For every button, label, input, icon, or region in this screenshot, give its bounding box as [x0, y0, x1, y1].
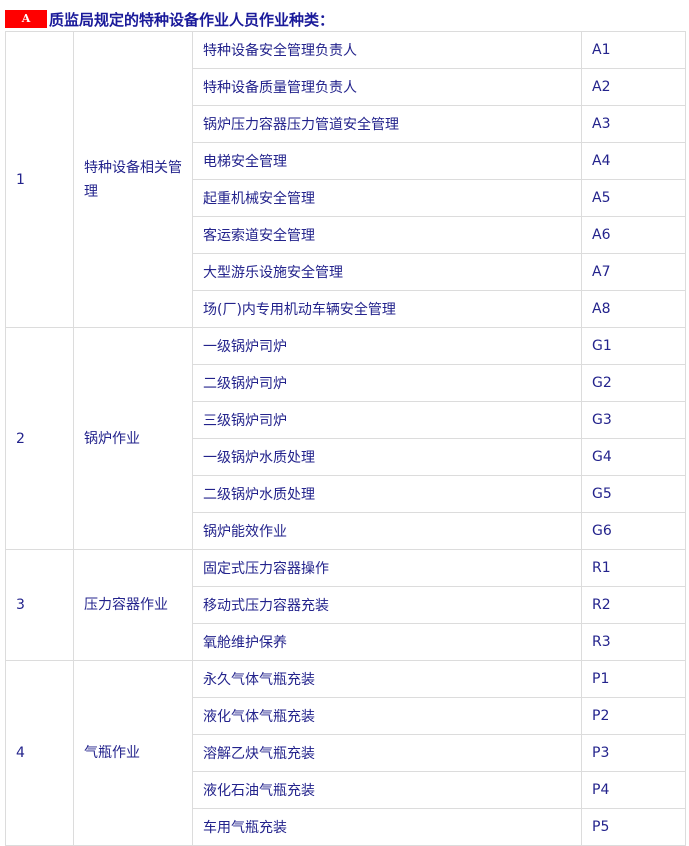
operation-code: P1 [581, 660, 686, 698]
table-row: 液化石油气瓶充装 P4 [6, 771, 686, 809]
section-badge: A [5, 10, 47, 28]
operation-code: G2 [581, 364, 686, 402]
operation-code: A7 [581, 253, 686, 291]
table-row: 氧舱维护保养 R3 [6, 623, 686, 661]
table-row: 液化气体气瓶充装 P2 [6, 697, 686, 735]
table-row: 2 锅炉作业 一级锅炉司炉 G1 [5, 327, 686, 550]
group-name: 压力容器作业 [73, 549, 193, 661]
table-row: 特种设备质量管理负责人 A2 [6, 68, 686, 106]
operation-code: G3 [581, 401, 686, 439]
operation-name: 溶解乙炔气瓶充装 [192, 734, 582, 772]
group-number: 3 [5, 549, 74, 661]
table-row: 1 特种设备相关管理 特种设备安全管理负责人 A1 [5, 31, 686, 328]
group-name: 气瓶作业 [73, 660, 193, 846]
operation-code: G5 [581, 475, 686, 513]
table-row: 锅炉能效作业 G6 [6, 512, 686, 550]
table-row: 溶解乙炔气瓶充装 P3 [6, 734, 686, 772]
operation-name: 液化气体气瓶充装 [192, 697, 582, 735]
section-heading: A 质监局规定的特种设备作业人员作业种类： [5, 8, 334, 30]
operation-code: G4 [581, 438, 686, 476]
operation-name: 二级锅炉司炉 [192, 364, 582, 402]
table-row: 二级锅炉水质处理 G5 [6, 475, 686, 513]
operation-name: 起重机械安全管理 [192, 179, 582, 217]
operation-name: 大型游乐设施安全管理 [192, 253, 582, 291]
operation-code: P3 [581, 734, 686, 772]
operation-name: 三级锅炉司炉 [192, 401, 582, 439]
operation-name: 锅炉压力容器压力管道安全管理 [192, 105, 582, 143]
operation-code: A3 [581, 105, 686, 143]
operation-code: G1 [581, 327, 686, 365]
operation-code: A6 [581, 216, 686, 254]
table-row: 三级锅炉司炉 G3 [6, 401, 686, 439]
operation-code: P4 [581, 771, 686, 809]
operation-code: R1 [581, 549, 686, 587]
operation-name: 一级锅炉司炉 [192, 327, 582, 365]
group-number: 1 [5, 31, 74, 328]
operation-code: A1 [581, 31, 686, 69]
table-row: 4 气瓶作业 永久气体气瓶充装 P1 [5, 660, 686, 846]
operation-types-table: 1 特种设备相关管理 特种设备安全管理负责人 A1 特种设备质量管理负责人 A2 锅炉压力容… [5, 31, 686, 846]
operation-code: A8 [581, 290, 686, 328]
table-row: 大型游乐设施安全管理 A7 [6, 253, 686, 291]
table-row: 锅炉压力容器压力管道安全管理 A3 [6, 105, 686, 143]
table-row: 3 压力容器作业 固定式压力容器操作 R1 [5, 549, 686, 661]
group-name: 锅炉作业 [73, 327, 193, 550]
operation-code: A4 [581, 142, 686, 180]
operation-code: G6 [581, 512, 686, 550]
operation-name: 特种设备安全管理负责人 [192, 31, 582, 69]
group-number: 2 [5, 327, 74, 550]
operation-name: 氧舱维护保养 [192, 623, 582, 661]
group-number: 4 [5, 660, 74, 846]
operation-name: 客运索道安全管理 [192, 216, 582, 254]
operation-code: R3 [581, 623, 686, 661]
operation-code: P2 [581, 697, 686, 735]
operation-name: 移动式压力容器充装 [192, 586, 582, 624]
operation-name: 固定式压力容器操作 [192, 549, 582, 587]
operation-name: 电梯安全管理 [192, 142, 582, 180]
table-row: 电梯安全管理 A4 [6, 142, 686, 180]
operation-code: P5 [581, 808, 686, 846]
operation-name: 二级锅炉水质处理 [192, 475, 582, 513]
operation-name: 永久气体气瓶充装 [192, 660, 582, 698]
operation-name: 特种设备质量管理负责人 [192, 68, 582, 106]
operation-code: A2 [581, 68, 686, 106]
operation-code: A5 [581, 179, 686, 217]
operation-name: 液化石油气瓶充装 [192, 771, 582, 809]
section-title: 质监局规定的特种设备作业人员作业种类： [49, 10, 335, 29]
operation-name: 锅炉能效作业 [192, 512, 582, 550]
table-row: 起重机械安全管理 A5 [6, 179, 686, 217]
table-row: 客运索道安全管理 A6 [6, 216, 686, 254]
group-name: 特种设备相关管理 [73, 31, 193, 328]
operation-code: R2 [581, 586, 686, 624]
table-row: 移动式压力容器充装 R2 [6, 586, 686, 624]
table-row: 场(厂)内专用机动车辆安全管理 A8 [6, 290, 686, 328]
operation-name: 场(厂)内专用机动车辆安全管理 [192, 290, 582, 328]
table-row: 二级锅炉司炉 G2 [6, 364, 686, 402]
operation-name: 一级锅炉水质处理 [192, 438, 582, 476]
operation-name: 车用气瓶充装 [192, 808, 582, 846]
